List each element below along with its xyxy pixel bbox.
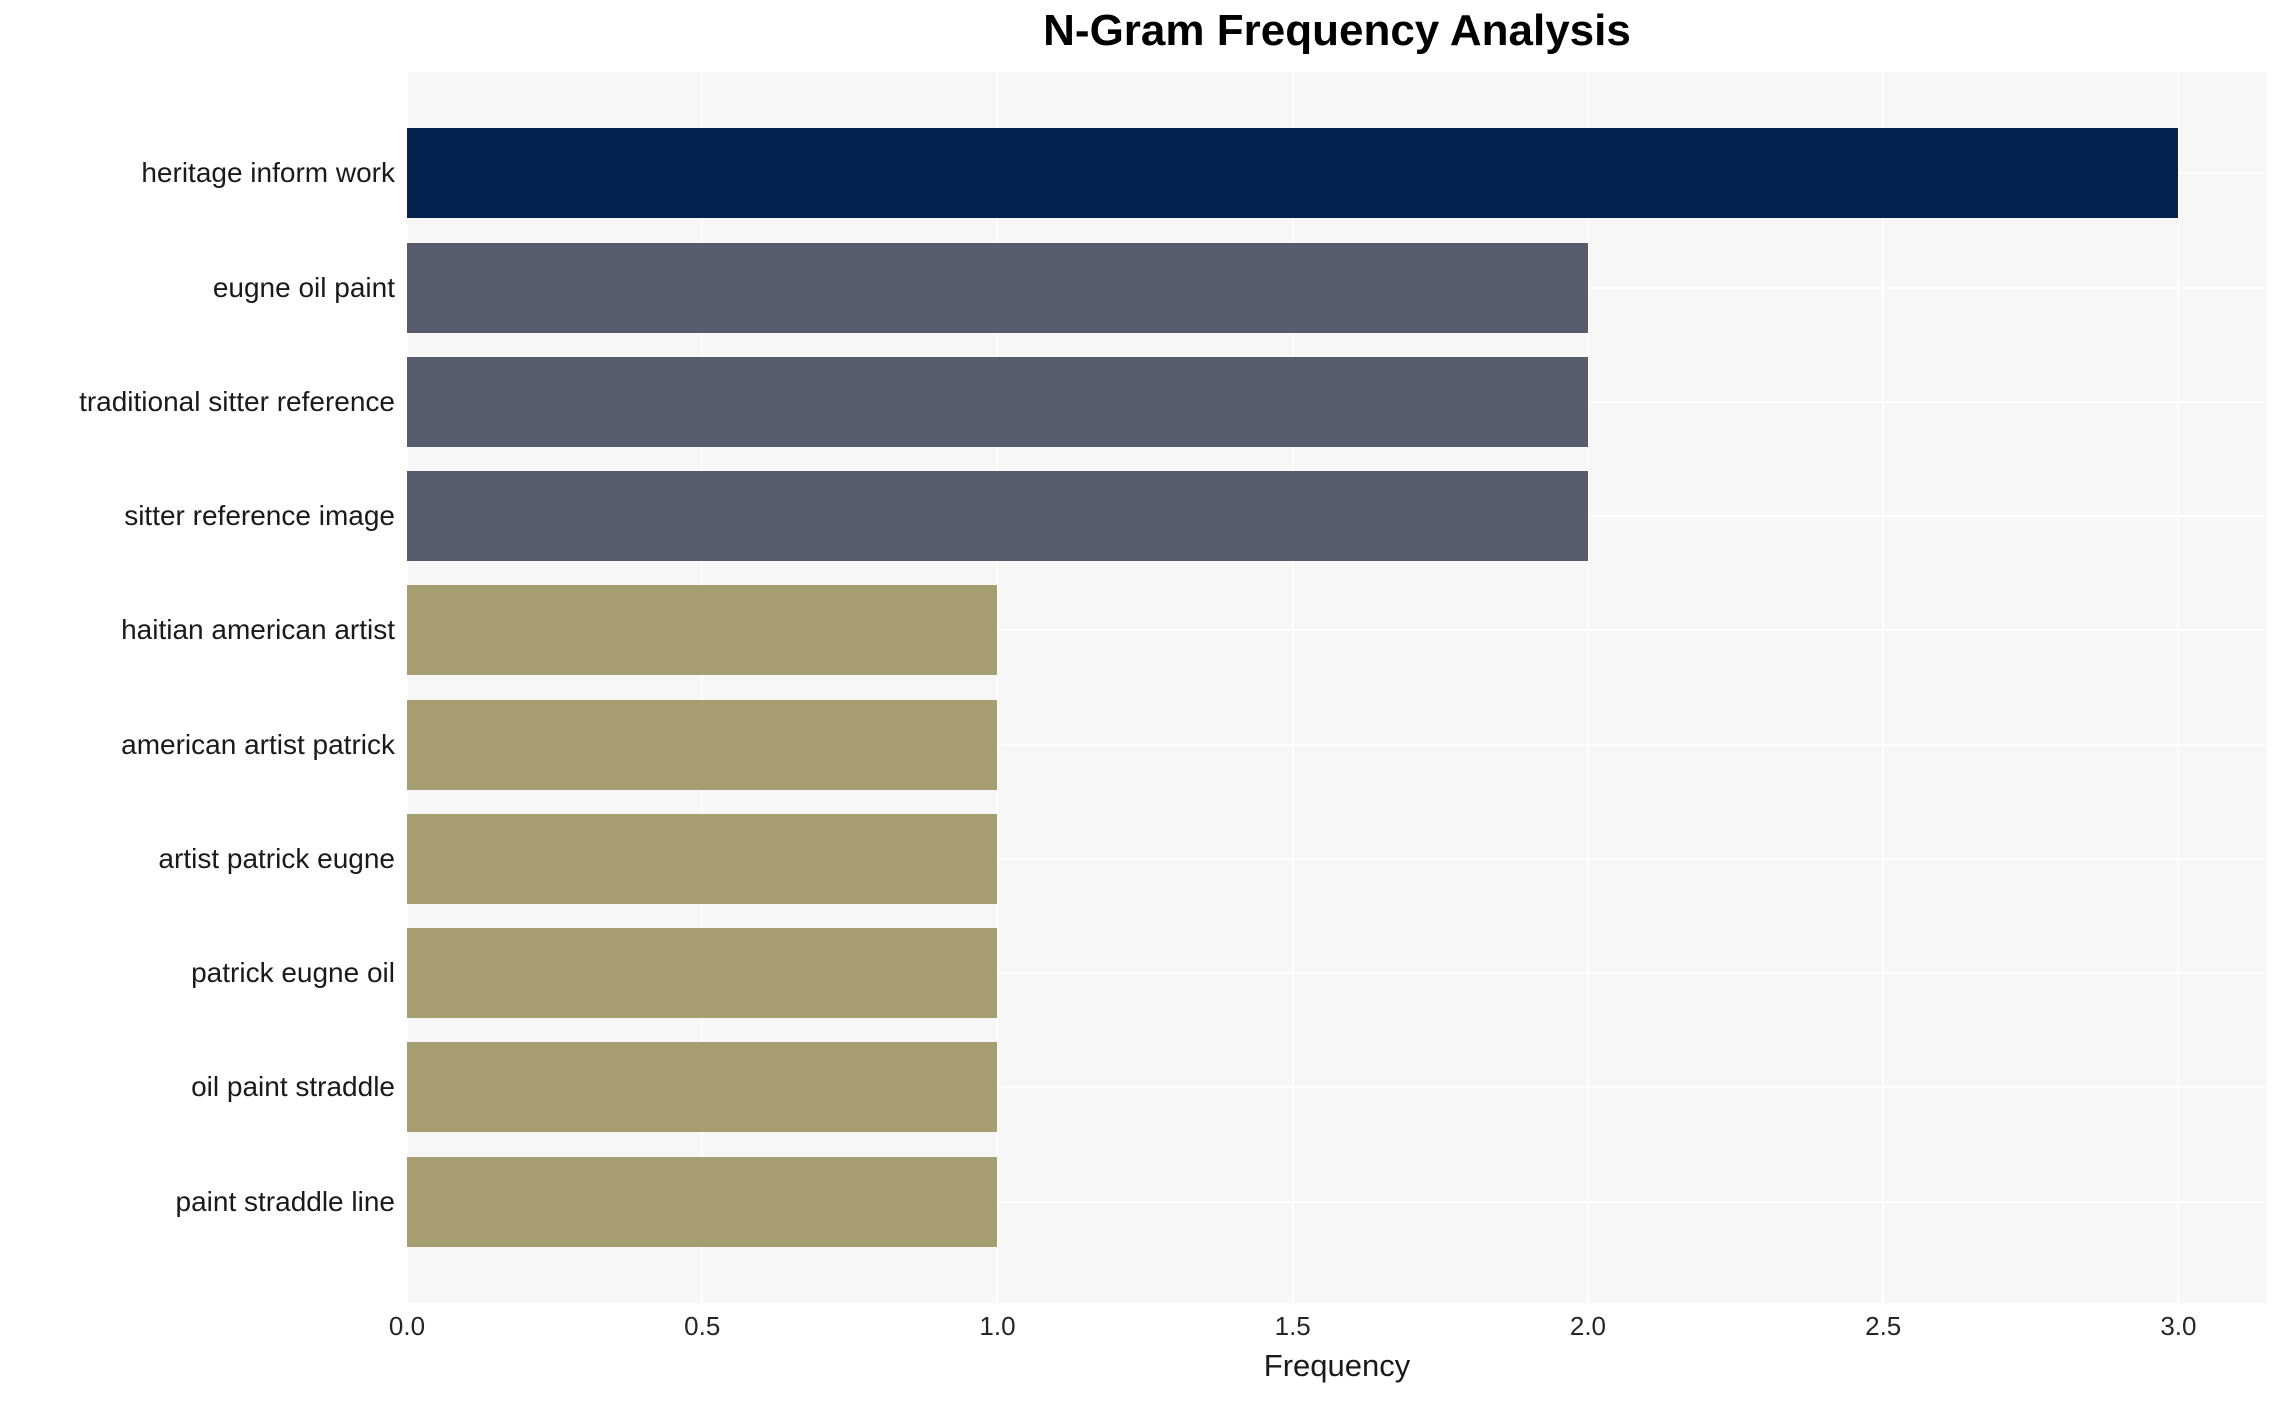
category-label: eugne oil paint [212,271,395,303]
bar [407,813,998,904]
chart-title: N-Gram Frequency Analysis [1043,6,1631,55]
gridline-horizontal [407,1200,2267,1203]
category-label: oil paint straddle [191,1071,395,1103]
category-label: patrick eugne oil [191,957,395,989]
plot-area [406,72,2267,1303]
gridline-vertical [1586,72,1589,1303]
bar [407,471,1588,562]
x-tick-label: 1.5 [1274,1311,1311,1341]
gridline-vertical [996,72,999,1303]
x-tick-label: 3.0 [2160,1311,2197,1341]
bar [407,585,998,676]
gridline-horizontal [407,1086,2267,1089]
gridline-horizontal [407,972,2267,975]
category-label: american artist patrick [121,728,395,760]
gridline-horizontal [407,857,2267,860]
category-label: artist patrick eugne [158,842,395,874]
category-label: heritage inform work [141,157,395,189]
bar [407,928,998,1019]
x-axis-label: Frequency [1263,1348,1411,1383]
category-label: paint straddle line [175,1185,395,1217]
bar [407,356,1588,447]
gridline-vertical [406,72,408,1303]
x-tick-label: 2.5 [1865,1311,1902,1341]
gridline-vertical [1291,72,1294,1303]
x-tick-label: 0.5 [684,1311,721,1341]
bar [407,699,998,790]
bar [407,242,1588,333]
category-label: sitter reference image [124,500,395,532]
gridline-horizontal [407,743,2267,746]
gridline-vertical [2177,72,2180,1303]
gridline-vertical [701,72,704,1303]
x-tick-label: 0.0 [388,1311,426,1341]
category-label: traditional sitter reference [79,385,395,417]
category-label: haitian american artist [121,614,395,646]
bar [407,1156,998,1247]
gridline-vertical [1882,72,1885,1303]
bar [407,128,2179,219]
gridline-horizontal [407,629,2267,632]
x-tick-label: 1.0 [979,1311,1016,1341]
bar [407,1042,998,1133]
x-tick-label: 2.0 [1569,1311,1607,1341]
